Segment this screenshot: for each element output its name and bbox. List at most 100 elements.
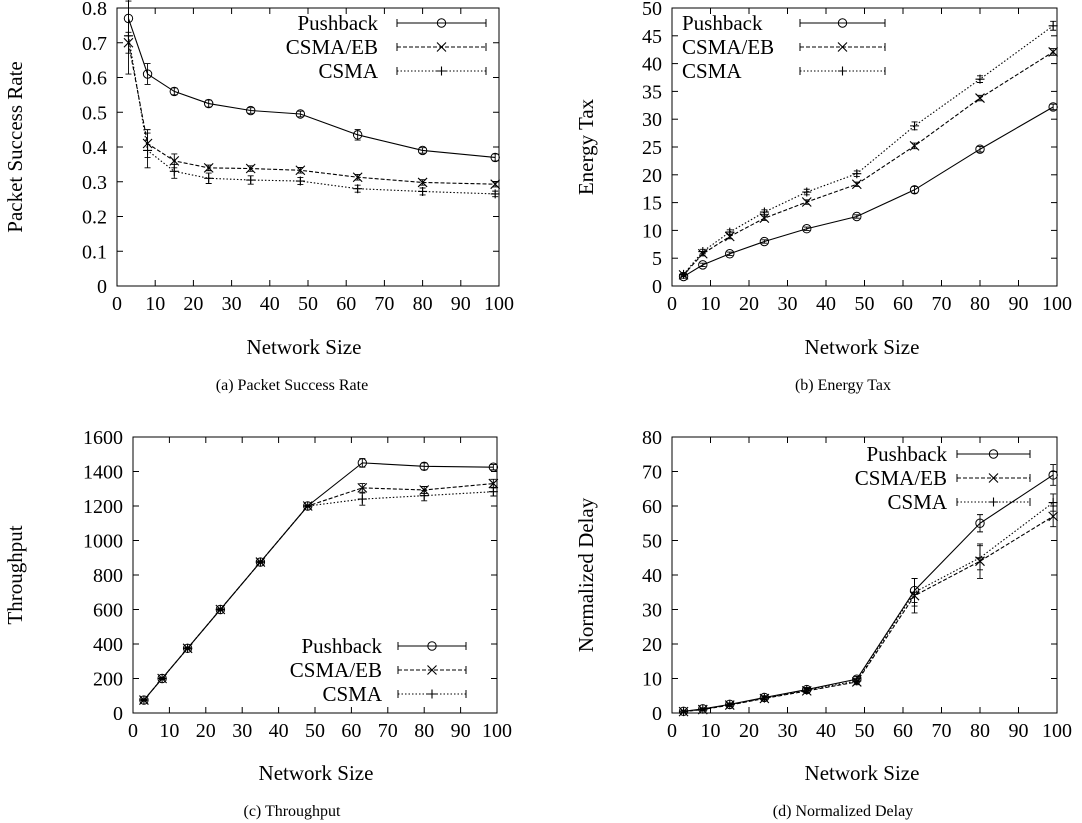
y-tick-label: 0.6 bbox=[82, 68, 107, 90]
data-point bbox=[352, 172, 363, 183]
series-layer bbox=[123, 0, 501, 199]
data-point bbox=[203, 162, 214, 173]
x-axis-label: Network Size bbox=[805, 761, 920, 785]
series-pushback bbox=[123, 0, 500, 163]
legend-sample-csma bbox=[397, 689, 467, 699]
legend-marker bbox=[988, 473, 999, 483]
error-bar bbox=[680, 709, 687, 713]
error-bar bbox=[680, 274, 687, 279]
legend-sample-pushback bbox=[799, 18, 886, 28]
data-point bbox=[852, 674, 862, 684]
y-tick-label: 15 bbox=[642, 193, 662, 215]
x-tick-label: 50 bbox=[305, 720, 325, 742]
legend-label-csma-eb: CSMA/EB bbox=[286, 35, 378, 59]
data-point bbox=[123, 37, 134, 48]
data-point bbox=[169, 156, 180, 166]
series-line-csma-eb bbox=[683, 51, 1054, 276]
data-point bbox=[759, 213, 770, 224]
legend-sample-csma-eb bbox=[397, 665, 467, 675]
data-point bbox=[418, 186, 428, 196]
y-tick-label: 0.7 bbox=[82, 33, 107, 55]
series-pushback bbox=[678, 102, 1058, 282]
data-point bbox=[802, 187, 812, 197]
series-line-csma bbox=[143, 491, 494, 701]
series-layer bbox=[678, 20, 1059, 282]
error-bar bbox=[159, 677, 166, 680]
y-tick-label: 0.8 bbox=[82, 0, 107, 20]
series-line-pushback bbox=[683, 106, 1054, 278]
y-tick-label: 800 bbox=[93, 565, 123, 587]
data-point bbox=[1048, 47, 1059, 57]
data-point bbox=[203, 98, 214, 109]
chart-energy-tax: Energy Tax Network Size (b) Energy Tax 0… bbox=[574, 0, 1072, 394]
y-tick-label: 10 bbox=[642, 220, 662, 242]
error-bar bbox=[726, 702, 733, 707]
legend-marker bbox=[427, 641, 437, 651]
legend-sample-csma bbox=[799, 66, 886, 76]
error-bar bbox=[490, 464, 497, 471]
error-bar bbox=[1050, 103, 1057, 111]
y-tick-label: 200 bbox=[93, 669, 123, 691]
data-point bbox=[490, 152, 500, 163]
x-tick-label: 80 bbox=[413, 293, 433, 315]
y-axis-label: Packet Success Rate bbox=[3, 61, 27, 232]
chart-packet-success-rate: Packet Success Rate Network Size (a) Pac… bbox=[3, 0, 514, 394]
series-csma-eb bbox=[678, 47, 1059, 280]
x-tick-label: 90 bbox=[1009, 720, 1029, 742]
data-point bbox=[802, 224, 812, 234]
x-tick-label: 40 bbox=[816, 293, 836, 315]
x-tick-label: 90 bbox=[1009, 293, 1029, 315]
legend-label-csma: CSMA bbox=[318, 59, 378, 83]
data-point bbox=[303, 501, 313, 511]
legend-end-caps bbox=[799, 67, 886, 75]
x-tick-label: 90 bbox=[451, 293, 471, 315]
x-tick-label: 10 bbox=[159, 720, 179, 742]
y-tick-label: 20 bbox=[642, 165, 662, 187]
data-point bbox=[357, 458, 368, 468]
legend-end-caps bbox=[397, 666, 467, 674]
y-tick-label: 0.3 bbox=[82, 172, 107, 194]
x-tick-label: 50 bbox=[855, 720, 875, 742]
x-tick-label: 80 bbox=[414, 720, 434, 742]
x-tick-label: 60 bbox=[341, 720, 361, 742]
legend-marker bbox=[427, 665, 437, 675]
x-tick-label: 0 bbox=[112, 293, 122, 315]
legend-end-caps bbox=[956, 498, 1031, 506]
error-bar bbox=[304, 504, 311, 508]
data-point bbox=[169, 166, 179, 176]
legend-marker bbox=[988, 449, 999, 459]
legend-end-caps bbox=[396, 19, 487, 27]
x-tick-label: 60 bbox=[893, 720, 913, 742]
data-point bbox=[1048, 511, 1059, 522]
legend-end-caps bbox=[799, 19, 886, 27]
data-point bbox=[357, 482, 368, 493]
x-tick-label: 40 bbox=[269, 720, 289, 742]
error-bar bbox=[977, 514, 983, 533]
data-point bbox=[975, 556, 985, 567]
x-tick-label: 30 bbox=[778, 720, 798, 742]
x-tick-label: 90 bbox=[451, 720, 471, 742]
legend-label-csma: CSMA bbox=[887, 490, 947, 514]
legend-end-caps bbox=[396, 43, 487, 51]
legend: Pushback CSMA/EB CSMA bbox=[290, 634, 467, 706]
data-point bbox=[490, 179, 501, 190]
data-point bbox=[802, 684, 812, 695]
x-tick-label: 20 bbox=[183, 293, 203, 315]
axis-ticks: 0 10 20 30 40 50 60 70 80 90 100020040060080010001… bbox=[83, 427, 512, 742]
x-tick-label: 0 bbox=[128, 720, 138, 742]
y-tick-label: 0.5 bbox=[82, 102, 107, 124]
data-point bbox=[255, 557, 266, 567]
y-tick-label: 40 bbox=[642, 565, 662, 587]
data-point bbox=[357, 494, 367, 504]
x-tick-label: 50 bbox=[855, 293, 875, 315]
series-line-csma-eb bbox=[683, 515, 1054, 713]
y-tick-label: 40 bbox=[642, 54, 662, 76]
data-point bbox=[1048, 102, 1058, 112]
data-point bbox=[725, 249, 735, 259]
chart-caption: (b) Energy Tax bbox=[795, 377, 891, 394]
x-tick-label: 100 bbox=[1042, 720, 1072, 742]
error-bar bbox=[803, 226, 810, 231]
x-tick-label: 40 bbox=[816, 720, 836, 742]
error-bar bbox=[911, 578, 918, 604]
